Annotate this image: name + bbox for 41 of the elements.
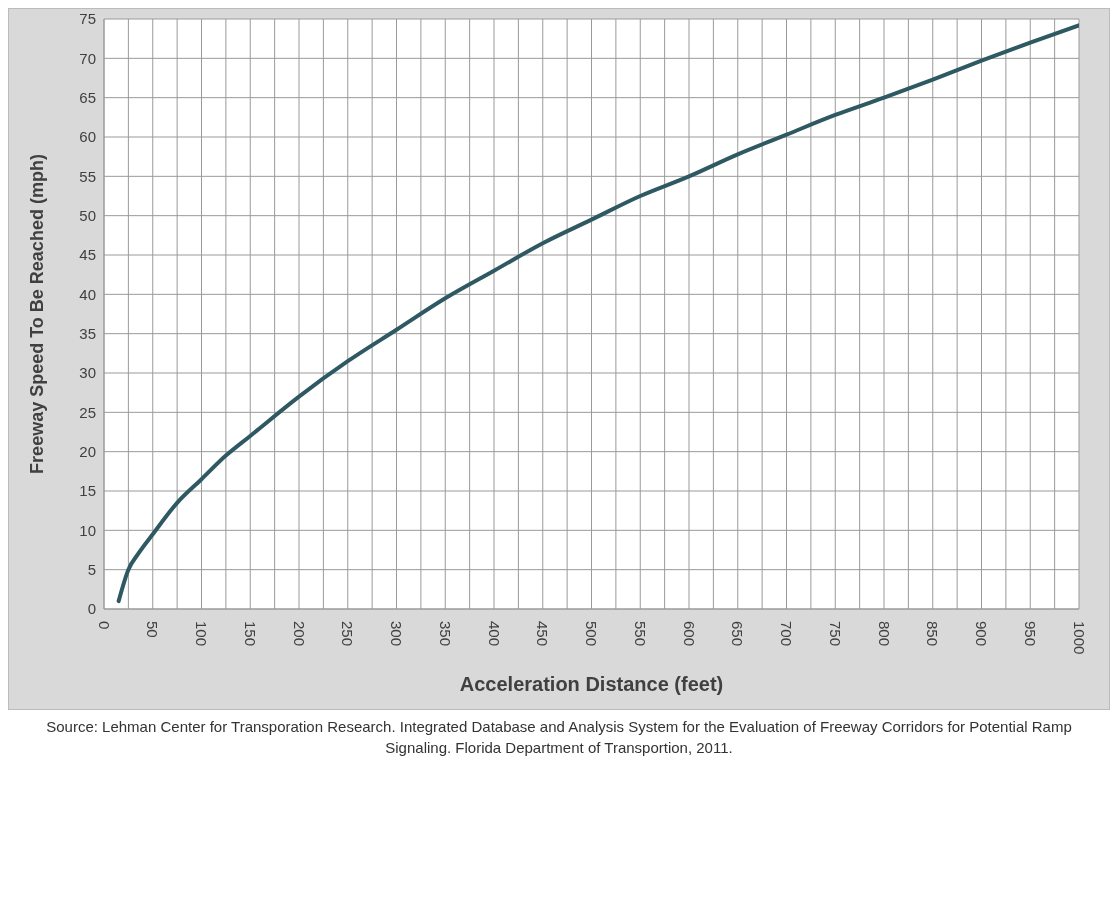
- y-tick-label: 60: [79, 128, 96, 146]
- x-tick-label: 850: [924, 621, 942, 647]
- y-tick-label: 50: [79, 206, 96, 224]
- y-tick-label: 15: [79, 482, 96, 500]
- x-tick-label: 700: [778, 621, 795, 647]
- y-tick-label: 65: [79, 88, 96, 106]
- x-tick-label: 900: [973, 621, 990, 647]
- x-tick-label: 150: [241, 621, 259, 647]
- x-tick-label: 1000: [1070, 621, 1088, 655]
- x-tick-label: 0: [95, 621, 113, 630]
- y-tick-label: 30: [79, 364, 96, 382]
- x-tick-label: 250: [339, 621, 357, 647]
- y-tick-label: 75: [79, 10, 96, 28]
- x-tick-label: 350: [436, 621, 454, 647]
- x-axis-title: Acceleration Distance (feet): [459, 673, 724, 695]
- y-tick-label: 5: [87, 560, 96, 578]
- x-tick-label: 950: [1021, 621, 1039, 647]
- line-series: [116, 23, 1079, 604]
- x-tick-label: 650: [729, 621, 747, 647]
- x-tick-label: 600: [680, 621, 698, 647]
- x-tick-label: 100: [193, 621, 210, 647]
- y-tick-label: 40: [79, 285, 96, 303]
- source-note: Source: Lehman Center for Transporation Research. Integrated Database and Analysis System for the Evaluation of Freeway Corridors for Potential Ramp Signaling. Florida Department of Transportion, 2011.: [45, 717, 1073, 758]
- x-tick-label: 500: [583, 621, 600, 647]
- x-tick-label: 200: [290, 621, 308, 647]
- y-tick-label: 0: [87, 600, 96, 618]
- x-tick-label: 750: [826, 621, 844, 647]
- x-tick-label: 450: [534, 621, 552, 647]
- y-axis-title: Freeway Speed To Be Reached (mph): [27, 154, 48, 474]
- x-tick-label: 50: [144, 621, 162, 638]
- y-tick-label: 10: [79, 521, 96, 539]
- y-tick-label: 70: [79, 49, 96, 67]
- y-tick-label: 25: [79, 403, 96, 421]
- x-tick-label: 800: [875, 621, 893, 647]
- y-tick-label: 20: [79, 442, 96, 460]
- y-tick-label: 55: [79, 167, 96, 185]
- x-tick-label: 400: [485, 621, 503, 647]
- y-tick-label: 45: [79, 246, 96, 264]
- y-tick-label: 35: [79, 324, 96, 342]
- x-tick-label: 300: [388, 621, 405, 647]
- x-tick-label: 550: [631, 621, 649, 647]
